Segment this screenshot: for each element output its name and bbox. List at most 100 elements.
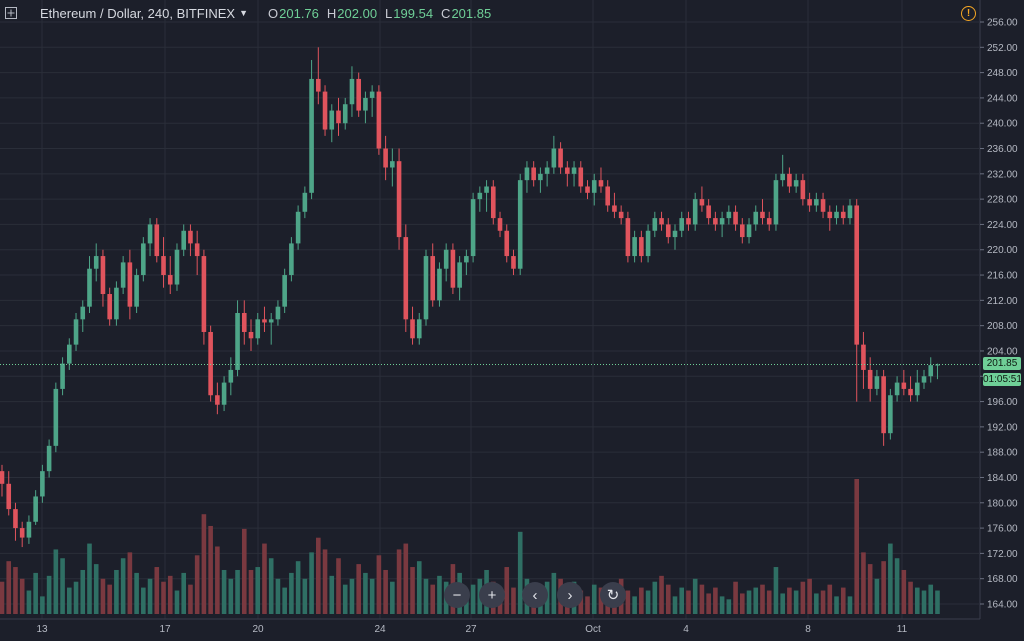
price-tick-label: 244.00: [987, 93, 1018, 104]
candle-body: [67, 344, 72, 364]
volume-bar: [235, 569, 240, 614]
volume-bar: [908, 581, 913, 614]
candle-body: [726, 211, 732, 219]
scroll-left-button[interactable]: ‹: [522, 582, 548, 608]
candle-body: [241, 313, 247, 332]
low-label: L: [385, 5, 393, 21]
candle-body: [73, 319, 79, 345]
volume-bar: [437, 575, 442, 614]
candle-body: [19, 528, 25, 538]
candle-body: [477, 192, 483, 200]
candle-body: [578, 167, 584, 187]
candle-body: [329, 110, 335, 130]
candle-body: [591, 180, 597, 193]
volume-bar: [780, 593, 785, 614]
candle-body: [713, 218, 718, 225]
volume-bar: [309, 552, 314, 614]
symbol-selector[interactable]: Ethereum / Dollar, 240, BITFINEX ▼: [40, 6, 248, 21]
candle-body: [484, 186, 489, 193]
candle-body: [861, 344, 866, 370]
warning-icon[interactable]: !: [961, 6, 976, 21]
price-axis[interactable]: 256.00 252.00 248.00 244.00 240.00 236.00 232.…: [979, 0, 1024, 641]
price-tick-label: 172.00: [987, 549, 1018, 560]
candle-body: [262, 319, 267, 323]
candle-body: [787, 173, 792, 187]
high-value: 202.00: [337, 5, 378, 21]
volume-bar: [93, 564, 99, 614]
price-tick-label: 192.00: [987, 422, 1018, 433]
volume-bar: [901, 569, 907, 614]
volume-bar: [410, 567, 415, 614]
candle-body: [457, 262, 462, 288]
volume-bar: [174, 590, 180, 614]
volume-bar: [33, 572, 38, 614]
candle-body: [390, 161, 395, 168]
candle-body: [114, 287, 119, 320]
candle-body: [706, 205, 711, 219]
scroll-right-button[interactable]: ›: [557, 582, 583, 608]
last-price-badge: 201.85: [983, 357, 1021, 370]
candle-body: [814, 199, 819, 206]
candle-body: [215, 395, 220, 405]
candle-body: [410, 319, 415, 339]
volume-bar: [322, 549, 328, 614]
candle-body: [888, 395, 893, 434]
volume-bar: [766, 590, 772, 614]
candle-body: [901, 382, 907, 389]
candle-body: [652, 218, 658, 231]
candle-body: [645, 230, 651, 257]
zoom-in-button[interactable]: +: [479, 582, 505, 608]
candle-body: [760, 211, 765, 219]
volume-bar: [746, 590, 752, 614]
volume-bar: [154, 567, 160, 614]
volume-bar: [753, 587, 759, 614]
price-tick-label: 212.00: [987, 296, 1018, 307]
candle-body: [511, 256, 516, 269]
volume-bar: [289, 572, 294, 614]
volume-bar: [390, 581, 395, 614]
volume-bar: [888, 543, 893, 614]
candle-body: [780, 173, 785, 181]
candle-body: [295, 211, 301, 244]
price-tick-label: 232.00: [987, 169, 1018, 180]
candle-body: [316, 78, 321, 92]
volume-bar: [228, 578, 234, 614]
candle-body: [625, 218, 631, 257]
price-tick-label: 252.00: [987, 43, 1018, 54]
volume-bar: [87, 543, 92, 614]
volume-bar: [255, 567, 261, 614]
candle-body: [672, 230, 678, 238]
volume-bar: [221, 569, 227, 614]
candle-body: [376, 91, 382, 149]
volume-bar: [342, 584, 348, 614]
volume-bar: [329, 575, 335, 614]
price-tick-label: 168.00: [987, 574, 1018, 585]
candle-body: [914, 382, 920, 396]
candle-body: [120, 262, 126, 288]
candle-body: [100, 256, 106, 295]
candle-body: [908, 388, 913, 396]
candle-body: [565, 167, 570, 174]
candle-body: [470, 199, 476, 257]
expand-icon[interactable]: [4, 6, 18, 20]
candle-body: [517, 180, 523, 269]
candle-body: [141, 243, 146, 276]
candle-body: [194, 243, 200, 257]
volume-bar: [80, 569, 86, 614]
candle-body: [201, 256, 207, 332]
candle-body: [248, 331, 254, 339]
volume-bar: [194, 555, 200, 614]
reset-chart-button[interactable]: ↻: [600, 582, 626, 608]
price-tick-label: 204.00: [987, 346, 1018, 357]
candle-body: [639, 237, 644, 257]
volume-bar: [6, 561, 12, 614]
candle-body: [26, 521, 32, 538]
volume-bar: [820, 590, 826, 614]
volume-bar: [336, 558, 341, 614]
time-axis[interactable]: 13 17 20 24 27 Oct 4 8 11: [0, 618, 980, 641]
candle-body: [443, 249, 449, 269]
zoom-out-button[interactable]: −: [444, 582, 470, 608]
volume-bar: [665, 584, 671, 614]
candle-body: [188, 230, 193, 244]
